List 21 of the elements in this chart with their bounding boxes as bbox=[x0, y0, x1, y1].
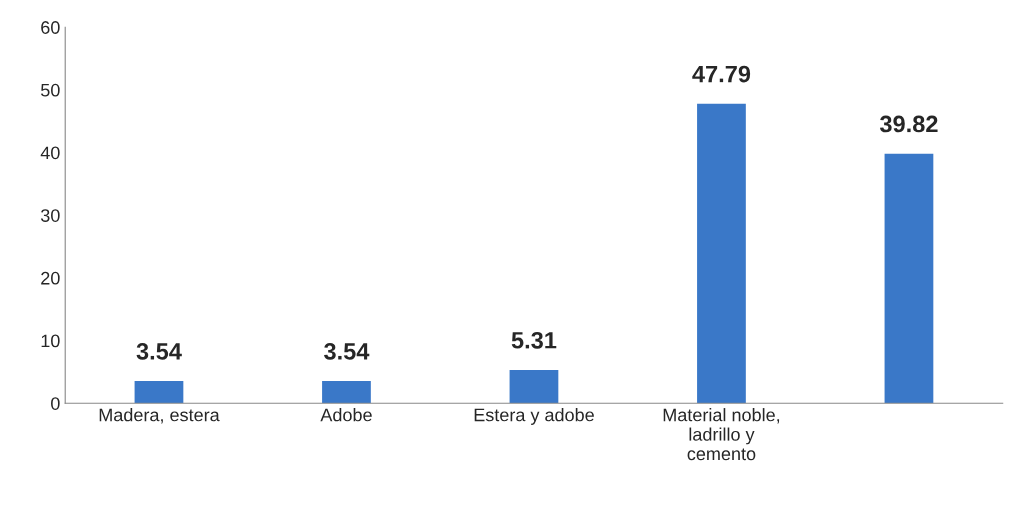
data-label: 39.82 bbox=[879, 115, 938, 133]
data-label: 5.31 bbox=[511, 331, 557, 349]
x-tick-label: Estera y adobe bbox=[474, 408, 594, 425]
y-tick-label: 20 bbox=[41, 271, 60, 285]
bar bbox=[322, 381, 371, 404]
y-tick-label: 50 bbox=[41, 83, 60, 97]
y-tick-label: 40 bbox=[40, 146, 60, 160]
x-tick-label: Material noble, ladrillo y cemento bbox=[663, 408, 780, 461]
bar bbox=[509, 369, 559, 404]
y-tick-label: 30 bbox=[40, 209, 60, 222]
y-tick-label: 0 bbox=[51, 397, 60, 410]
data-label: 3.54 bbox=[136, 342, 182, 360]
x-tick-label: Adobe bbox=[320, 408, 372, 422]
y-tick-label: 60 bbox=[41, 21, 60, 34]
bar bbox=[884, 153, 934, 404]
bar bbox=[697, 103, 746, 404]
y-tick-label: 10 bbox=[41, 334, 60, 348]
x-tick-label: Madera, estera bbox=[99, 408, 220, 424]
bar bbox=[134, 381, 184, 404]
data-label: 3.54 bbox=[324, 342, 370, 360]
data-label: 47.79 bbox=[692, 65, 751, 83]
